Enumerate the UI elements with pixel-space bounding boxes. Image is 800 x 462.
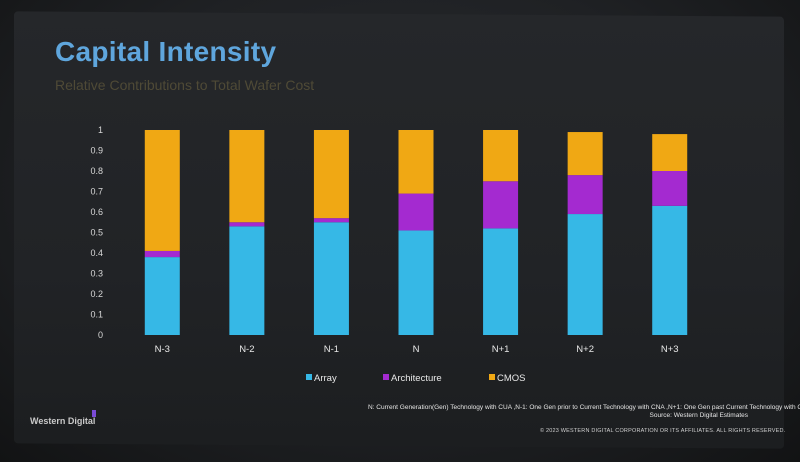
y-tick-label: 1 [98,125,103,135]
x-tick-label: N-1 [324,344,339,355]
bar-segment-cmos [652,134,688,171]
y-tick-label: 0.2 [90,289,103,299]
bar-segment-cmos [483,130,519,182]
copyright-text: © 2023 WESTERN DIGITAL CORPORATION OR IT… [540,428,786,434]
bar-segment-architecture [483,181,519,229]
legend-label: Array [314,373,337,384]
bar-segment-cmos [144,130,180,251]
x-tick-label: N [413,344,420,355]
x-tick-label: N-3 [155,344,170,355]
bar-segment-array [567,214,603,335]
footnote: N: Current Generation(Gen) Technology wi… [368,404,800,420]
logo-mark-icon [92,410,96,417]
legend-swatch [306,374,312,380]
legend-label: Architecture [391,373,442,384]
y-tick-label: 0.7 [90,187,103,197]
chart-title: Capital Intensity [55,36,277,67]
bar-segment-array [229,226,265,335]
footnote-text: N: Current Generation(Gen) Technology wi… [368,404,800,411]
bar-segment-array [313,222,349,335]
x-tick-label: N-2 [239,344,254,355]
legend-label: CMOS [497,373,526,384]
y-tick-label: 0.5 [90,228,103,238]
bar-segment-array [652,205,688,335]
y-tick-label: 0 [98,330,103,340]
y-tick-label: 0.3 [90,269,103,279]
bar-segment-cmos [229,130,265,223]
y-tick-label: 0.8 [90,166,103,176]
bar-segment-cmos [567,132,603,176]
bar-segment-cmos [398,130,434,194]
bar-segment-array [144,257,180,335]
x-tick-label: N+2 [576,344,594,355]
y-tick-label: 0.4 [90,248,103,258]
bar-segment-array [483,228,519,335]
y-tick-label: 0.6 [90,207,103,217]
bar-segment-architecture [313,218,349,223]
bar-segment-architecture [567,175,603,215]
footnote-source: Source: Western Digital Estimates [649,412,749,419]
bar-segment-architecture [144,250,180,258]
company-logo: Western Digital [30,416,96,426]
y-tick-label: 0.9 [90,146,103,156]
y-tick-label: 0.1 [90,310,103,320]
bar-segment-cmos [313,130,349,219]
bar-segment-architecture [229,222,265,227]
chart-subtitle: Relative Contributions to Total Wafer Co… [55,77,315,93]
bar-segment-array [398,230,434,335]
legend-swatch [383,374,389,380]
legend-swatch [489,374,495,380]
bar-segment-architecture [398,193,434,231]
x-tick-label: N+3 [661,344,679,355]
x-tick-label: N+1 [492,344,510,355]
bar-segment-architecture [652,171,688,206]
